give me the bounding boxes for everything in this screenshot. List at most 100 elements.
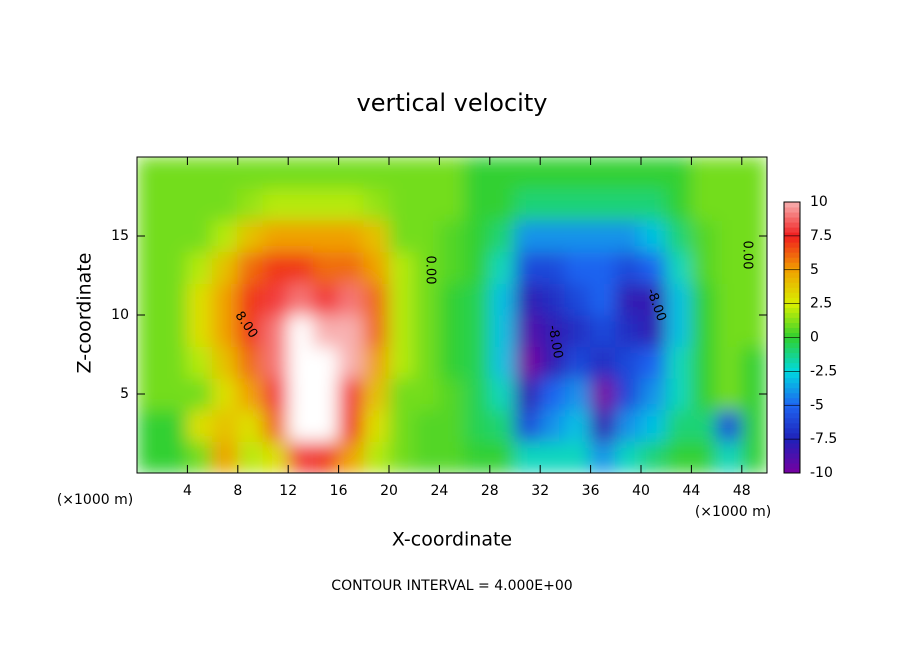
colorbar-swatch (784, 282, 800, 288)
cell (161, 219, 188, 253)
cell (615, 188, 642, 221)
cell (690, 251, 718, 284)
colorbar-swatch (784, 447, 800, 454)
cell (640, 282, 667, 316)
cell (615, 219, 642, 253)
cell (539, 282, 566, 316)
cell (615, 157, 642, 190)
colorbar-swatch (784, 367, 800, 374)
cell (590, 377, 617, 411)
cell (665, 282, 692, 316)
cell (489, 157, 516, 190)
cell (741, 282, 767, 316)
contour-label: 0.00 (423, 256, 438, 285)
colorbar-swatch (784, 407, 800, 414)
cell (237, 346, 264, 379)
cell (363, 314, 390, 348)
colorbar-swatch (784, 347, 800, 354)
cell (287, 251, 314, 284)
colorbar-swatch (784, 257, 800, 263)
cell (186, 188, 214, 221)
cell (564, 157, 592, 190)
cell (338, 314, 365, 348)
cell (363, 251, 390, 284)
cell (741, 314, 767, 348)
cell (287, 409, 314, 442)
cell (539, 188, 566, 221)
cell (312, 251, 340, 284)
cell (388, 440, 415, 473)
cell (312, 409, 340, 442)
cell (363, 409, 390, 442)
cell (287, 188, 314, 221)
cell (186, 251, 214, 284)
cell (338, 409, 365, 442)
y-tick-label: 10 (111, 307, 129, 323)
chart-title: vertical velocity (357, 89, 548, 117)
cell (363, 346, 390, 379)
x-axis-label: X-coordinate (392, 529, 512, 551)
cell (690, 282, 718, 316)
cell (388, 188, 415, 221)
cell (237, 251, 264, 284)
colorbar-swatch (784, 232, 800, 238)
cell (312, 188, 340, 221)
cell (615, 377, 642, 411)
cell (665, 440, 692, 473)
cell (363, 282, 390, 316)
cell (438, 314, 466, 348)
cell (690, 219, 718, 253)
cell (489, 251, 516, 284)
cell (237, 377, 264, 411)
cell (590, 440, 617, 473)
colorbar-swatch (784, 252, 800, 258)
cell (186, 440, 214, 473)
colorbar-swatch (784, 317, 800, 323)
contour-label: 0.00 (740, 241, 755, 270)
cell (413, 188, 440, 221)
cell (262, 314, 289, 348)
cell (716, 251, 743, 284)
cell (514, 282, 541, 316)
x-tick-label: 48 (733, 483, 751, 499)
x-tick-label: 24 (430, 483, 448, 499)
cell (464, 219, 491, 253)
cell (438, 377, 466, 411)
colorbar-swatch (784, 452, 800, 459)
field-cells (137, 157, 767, 473)
cell (514, 346, 541, 379)
x-tick-label: 20 (380, 483, 398, 499)
cell (716, 440, 743, 473)
colorbar-swatch (784, 202, 800, 208)
cell (287, 440, 314, 473)
cell (388, 282, 415, 316)
cell (212, 219, 239, 253)
cell (489, 440, 516, 473)
colorbar-swatch (784, 327, 800, 333)
cell (514, 314, 541, 348)
cell (237, 314, 264, 348)
cell (363, 188, 390, 221)
cell (438, 282, 466, 316)
cell (539, 314, 566, 348)
cell (262, 346, 289, 379)
cell (590, 282, 617, 316)
cell (564, 377, 592, 411)
cell (539, 346, 566, 379)
cell (590, 219, 617, 253)
colorbar-swatch (784, 357, 800, 364)
cell (413, 377, 440, 411)
cell (212, 409, 239, 442)
cell (137, 440, 163, 473)
cell (464, 440, 491, 473)
colorbar-tick-label: 5 (810, 262, 819, 278)
field (137, 157, 767, 473)
cell (539, 251, 566, 284)
cell (716, 346, 743, 379)
x-tick-label: 12 (279, 483, 297, 499)
colorbar-swatch (784, 337, 800, 344)
cell (640, 251, 667, 284)
x-unit: (×1000 m) (57, 492, 133, 508)
cell (262, 188, 289, 221)
cell (262, 409, 289, 442)
